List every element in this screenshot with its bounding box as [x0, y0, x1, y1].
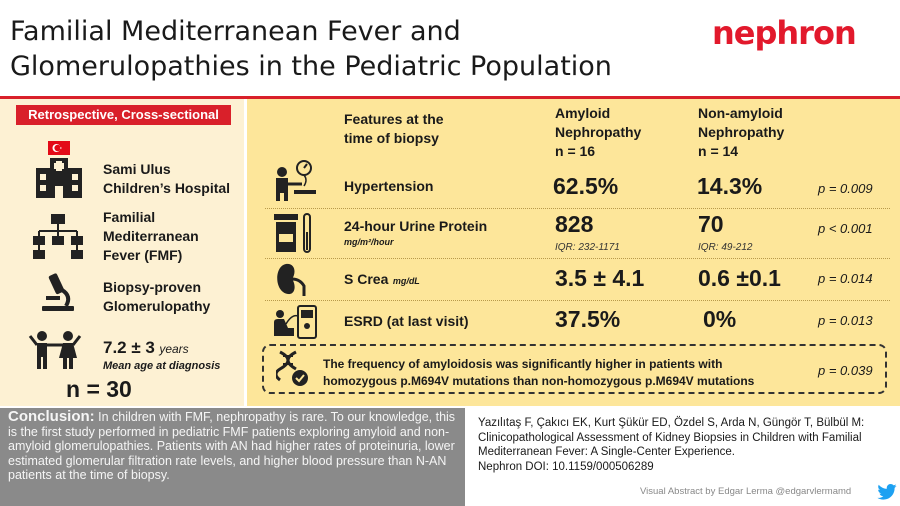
citation-title: Clinicopathological Assessment of Kidney… — [478, 431, 862, 459]
mean-age: 7.2 ± 3 years — [103, 338, 189, 358]
row-protein-non-amyloid: 70 — [698, 211, 724, 237]
nephron-logo: nephron — [712, 14, 857, 52]
row-crea-label-group: S Crea mg/dL — [344, 271, 420, 289]
mutation-callout — [262, 344, 887, 394]
row-protein-label: 24-hour Urine Protein — [344, 218, 488, 234]
row-crea-non-amyloid: 0.6 ±0.1 — [698, 265, 781, 291]
biopsy-label: Biopsy-proven Glomerulopathy — [103, 278, 210, 316]
row-hypertension-label: Hypertension — [344, 178, 434, 194]
features-header-line-1: Features at the — [344, 111, 444, 127]
fmf-line-3: Fever (FMF) — [103, 247, 183, 263]
row-protein-unit: mg/m²/hour — [344, 237, 394, 247]
fmf-label: Familial Mediterranean Fever (FMF) — [103, 208, 199, 265]
row-protein-non-amyloid-iqr: IQR: 49-212 — [698, 242, 753, 253]
citation-authors: Yazılıtaş F, Çakıcı EK, Kurt Şükür ED, Ö… — [478, 417, 865, 429]
non-amyloid-header: Non-amyloid Nephropathy n = 14 — [698, 104, 784, 161]
turkey-flag-icon — [48, 141, 70, 155]
row-hypertension-amyloid: 62.5% — [553, 173, 619, 199]
non-amyloid-header-line-2: Nephropathy — [698, 124, 785, 140]
hospital-line-2: Children’s Hospital — [103, 180, 231, 196]
title-line-2: Glomerulopathies in the Pediatric Popula… — [10, 51, 612, 82]
age-label: Mean age at diagnosis — [103, 360, 221, 372]
twitter-icon[interactable] — [877, 484, 897, 500]
hospital-line-1: Sami Ulus — [103, 161, 171, 177]
biopsy-line-1: Biopsy-proven — [103, 279, 202, 295]
row-hypertension-non-amyloid: 14.3% — [697, 173, 763, 199]
page-title: Familial Mediterranean Fever and Glomeru… — [10, 14, 612, 84]
amyloid-header: Amyloid Nephropathy n = 16 — [555, 104, 641, 161]
biopsy-line-2: Glomerulopathy — [103, 298, 211, 314]
row-esrd-non-amyloid: 0% — [703, 306, 737, 332]
citation: Yazılıtaş F, Çakıcı EK, Kurt Şükür ED, Ö… — [478, 416, 898, 474]
row-crea-p: p = 0.014 — [818, 271, 873, 286]
amyloid-header-line-2: Nephropathy — [555, 124, 642, 140]
conclusion-box: Conclusion: In children with FMF, nephro… — [0, 408, 465, 506]
conclusion-text: In children with FMF, nephropathy is rar… — [8, 410, 456, 482]
fmf-line-2: Mediterranean — [103, 228, 199, 244]
row-separator — [265, 258, 890, 259]
non-amyloid-header-line-1: Non-amyloid — [698, 105, 783, 121]
results-panel — [247, 99, 900, 406]
study-design-badge: Retrospective, Cross-sectional — [16, 105, 231, 125]
kidney-icon — [277, 263, 306, 296]
row-crea-unit: mg/dL — [392, 276, 420, 286]
row-protein-amyloid: 828 — [555, 211, 594, 237]
row-esrd-amyloid: 37.5% — [555, 306, 621, 332]
conclusion-heading: Conclusion: — [8, 408, 95, 425]
age-unit: years — [159, 342, 189, 356]
row-protein-p: p < 0.001 — [818, 221, 873, 236]
hospital-label: Sami Ulus Children’s Hospital — [103, 160, 230, 198]
dialysis-icon — [274, 305, 317, 339]
row-hypertension-p: p = 0.009 — [818, 181, 873, 196]
age-value: 7.2 ± 3 — [103, 338, 155, 357]
callout-line-1: The frequency of amyloidosis was signifi… — [323, 357, 723, 371]
microscope-icon — [42, 273, 74, 311]
amyloid-header-line-1: Amyloid — [555, 105, 611, 121]
citation-doi: Nephron DOI: 10.1159/000506289 — [478, 460, 654, 473]
callout-line-2: homozygous p.M694V mutations than non-ho… — [323, 374, 755, 388]
children-icon — [28, 331, 82, 369]
row-separator — [265, 208, 890, 209]
visual-abstract-credit: Visual Abstract by Edgar Lerma @edgarvle… — [640, 486, 852, 497]
row-esrd-p: p = 0.013 — [818, 313, 873, 328]
urine-cup-icon — [274, 213, 311, 253]
row-protein-amyloid-iqr: IQR: 232-1171 — [555, 242, 620, 253]
hierarchy-icon — [33, 214, 83, 259]
row-crea-amyloid: 3.5 ± 4.1 — [555, 265, 645, 291]
features-header: Features at the time of biopsy — [344, 110, 444, 148]
total-n: n = 30 — [66, 376, 132, 402]
hospital-icon — [36, 158, 82, 198]
title-divider — [0, 96, 900, 99]
callout-p: p = 0.039 — [818, 363, 873, 378]
amyloid-header-n: n = 16 — [555, 143, 596, 159]
non-amyloid-header-n: n = 14 — [698, 143, 739, 159]
title-line-1: Familial Mediterranean Fever and — [10, 16, 461, 47]
blood-pressure-icon — [276, 160, 316, 201]
row-separator — [265, 300, 890, 301]
row-crea-label: S Crea — [344, 271, 389, 287]
fmf-line-1: Familial — [103, 209, 156, 225]
row-esrd-label: ESRD (at last visit) — [344, 313, 469, 329]
features-header-line-2: time of biopsy — [344, 130, 439, 146]
dna-icon — [276, 350, 308, 386]
callout-text: The frequency of amyloidosis was signifi… — [323, 356, 803, 390]
